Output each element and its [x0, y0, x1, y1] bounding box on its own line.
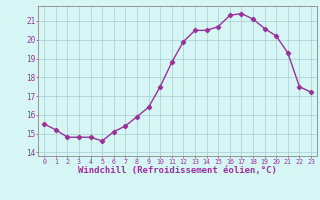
X-axis label: Windchill (Refroidissement éolien,°C): Windchill (Refroidissement éolien,°C)	[78, 166, 277, 175]
